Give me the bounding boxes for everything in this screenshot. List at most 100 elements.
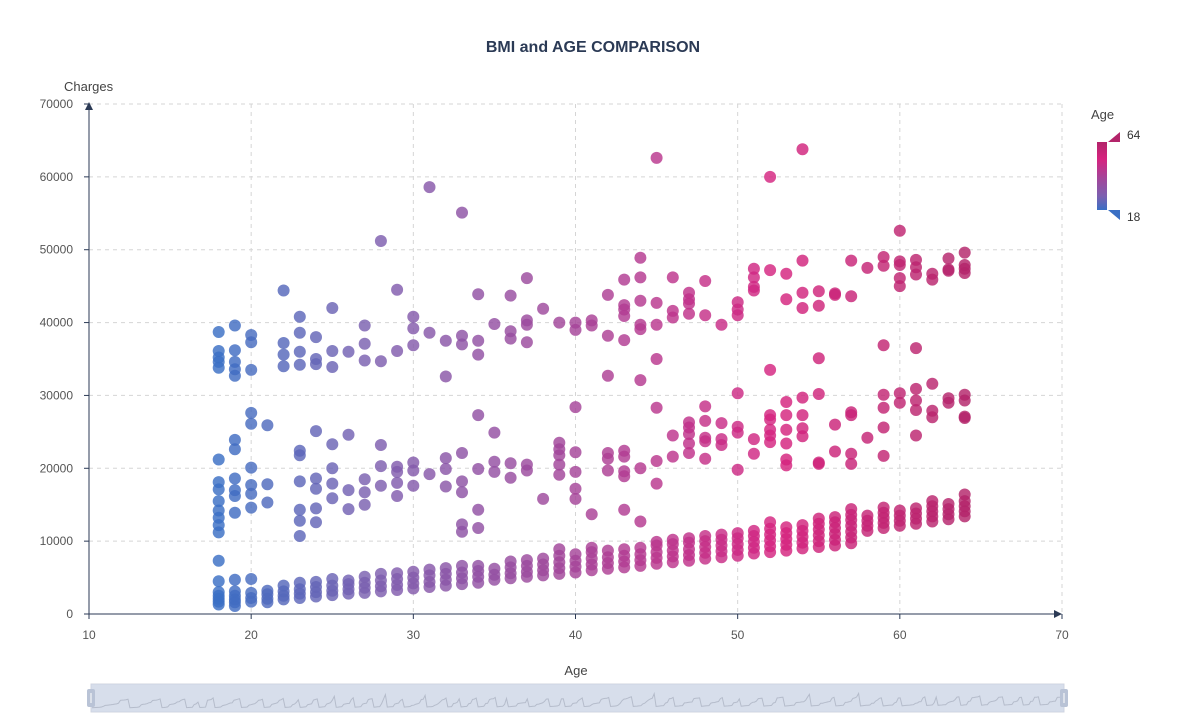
data-point[interactable]: [845, 503, 858, 516]
data-point[interactable]: [245, 586, 258, 599]
data-point[interactable]: [407, 565, 420, 578]
data-point[interactable]: [618, 334, 631, 347]
data-point[interactable]: [358, 498, 371, 511]
data-point[interactable]: [358, 319, 371, 332]
data-point[interactable]: [228, 484, 241, 497]
data-point[interactable]: [910, 342, 922, 355]
data-point[interactable]: [407, 322, 420, 335]
data-point[interactable]: [747, 280, 760, 293]
data-point[interactable]: [958, 388, 971, 401]
data-point[interactable]: [374, 460, 387, 473]
data-point[interactable]: [245, 417, 258, 430]
data-point[interactable]: [666, 429, 679, 442]
data-point[interactable]: [650, 151, 663, 164]
data-point[interactable]: [731, 527, 744, 540]
data-point[interactable]: [910, 253, 922, 266]
data-point[interactable]: [764, 516, 777, 529]
data-point[interactable]: [634, 515, 647, 528]
data-point[interactable]: [764, 264, 777, 277]
data-point[interactable]: [537, 302, 550, 315]
data-point[interactable]: [439, 463, 452, 475]
data-point[interactable]: [407, 456, 420, 469]
data-point[interactable]: [634, 541, 647, 554]
data-point[interactable]: [796, 143, 809, 156]
data-point[interactable]: [423, 468, 436, 481]
visual-map-legend[interactable]: Age 64 18: [1091, 107, 1141, 224]
data-point[interactable]: [472, 409, 485, 422]
data-point[interactable]: [861, 261, 874, 274]
data-point[interactable]: [407, 339, 420, 352]
data-point[interactable]: [293, 530, 306, 542]
data-point[interactable]: [764, 170, 777, 183]
data-point[interactable]: [780, 396, 793, 408]
data-point[interactable]: [374, 355, 387, 368]
data-point[interactable]: [861, 431, 874, 444]
data-point[interactable]: [650, 477, 663, 490]
data-point[interactable]: [456, 338, 468, 351]
data-point[interactable]: [845, 457, 858, 470]
data-point[interactable]: [472, 463, 485, 475]
visual-map-min-handle-icon[interactable]: [1108, 210, 1120, 220]
data-point[interactable]: [228, 433, 241, 446]
data-point[interactable]: [358, 473, 371, 486]
data-point[interactable]: [520, 336, 533, 349]
data-point[interactable]: [293, 326, 306, 339]
data-point[interactable]: [650, 353, 663, 365]
data-point[interactable]: [683, 286, 695, 299]
data-point[interactable]: [942, 498, 955, 510]
data-point[interactable]: [293, 345, 306, 358]
data-point[interactable]: [342, 345, 355, 358]
data-point[interactable]: [245, 487, 258, 500]
data-point[interactable]: [699, 530, 712, 542]
data-point[interactable]: [780, 521, 793, 534]
data-point[interactable]: [910, 429, 922, 442]
data-point[interactable]: [326, 438, 339, 451]
data-point[interactable]: [747, 447, 760, 460]
data-point[interactable]: [504, 325, 517, 338]
data-point[interactable]: [877, 501, 890, 514]
data-point[interactable]: [439, 562, 452, 575]
data-point[interactable]: [683, 447, 695, 459]
data-point[interactable]: [845, 290, 858, 303]
data-point[interactable]: [764, 423, 777, 436]
data-point[interactable]: [228, 344, 241, 357]
data-point[interactable]: [277, 360, 290, 373]
data-point[interactable]: [829, 445, 841, 458]
data-point[interactable]: [601, 288, 614, 301]
data-point[interactable]: [358, 337, 371, 350]
data-point[interactable]: [374, 439, 387, 451]
data-point[interactable]: [845, 406, 858, 419]
data-zoom-right-handle[interactable]: [1060, 689, 1068, 707]
data-point[interactable]: [456, 329, 468, 342]
data-point[interactable]: [228, 585, 241, 598]
data-point[interactable]: [228, 443, 241, 456]
data-point[interactable]: [699, 414, 712, 427]
data-point[interactable]: [212, 586, 225, 599]
data-point[interactable]: [456, 206, 468, 219]
data-point[interactable]: [893, 255, 906, 268]
data-point[interactable]: [650, 318, 663, 331]
data-point[interactable]: [634, 271, 647, 284]
data-point[interactable]: [601, 329, 614, 342]
data-point[interactable]: [228, 472, 241, 485]
data-point[interactable]: [715, 417, 728, 430]
data-point[interactable]: [634, 462, 647, 475]
data-point[interactable]: [942, 392, 955, 405]
data-point[interactable]: [893, 224, 906, 237]
data-point[interactable]: [747, 524, 760, 537]
data-point[interactable]: [228, 573, 241, 586]
data-point[interactable]: [699, 400, 712, 413]
data-point[interactable]: [293, 514, 306, 527]
data-point[interactable]: [358, 354, 371, 367]
data-point[interactable]: [407, 310, 420, 323]
data-point[interactable]: [212, 345, 225, 357]
data-point[interactable]: [423, 563, 436, 576]
data-point[interactable]: [569, 465, 582, 478]
data-point[interactable]: [683, 437, 695, 450]
data-point[interactable]: [958, 259, 971, 271]
visual-map-max-handle-icon[interactable]: [1108, 132, 1120, 142]
data-point[interactable]: [342, 484, 355, 497]
data-point[interactable]: [310, 425, 322, 438]
data-point[interactable]: [958, 410, 971, 423]
data-point[interactable]: [715, 433, 728, 446]
